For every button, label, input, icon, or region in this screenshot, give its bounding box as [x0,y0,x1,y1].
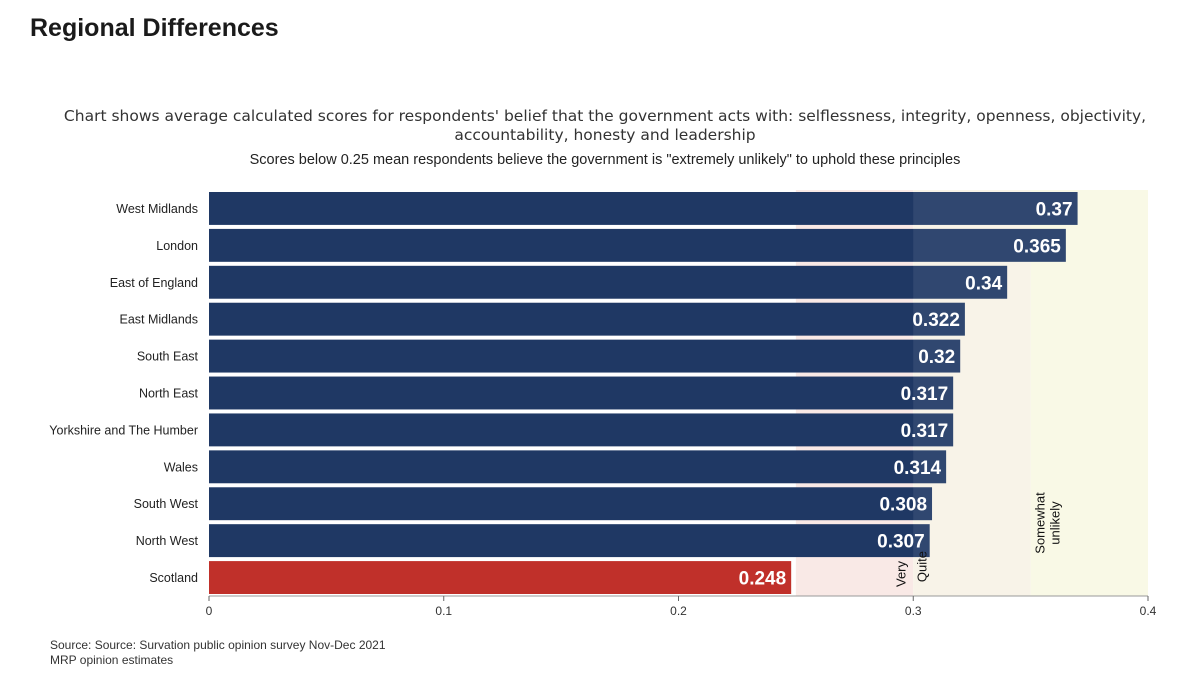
category-label: London [156,239,198,253]
value-label: 0.32 [918,347,955,368]
band-label-line: Somewhat [1033,492,1048,554]
page-title: Regional Differences [30,14,279,42]
bar-10 [209,561,792,594]
band-label-quite: Quite [914,551,929,582]
bar-highlight-3 [913,302,965,336]
value-label: 0.34 [965,273,1002,294]
value-label: 0.314 [894,458,942,479]
bar-3 [209,302,965,336]
category-label: East Midlands [119,313,198,327]
value-label: 0.317 [901,384,949,405]
bar-0 [209,192,1078,225]
bar-highlight-7 [913,450,947,484]
bar-5 [209,376,954,410]
chart-note: Scores below 0.25 mean respondents belie… [249,152,961,168]
bar-1 [209,228,1066,262]
x-tick-label: 0.4 [1140,604,1157,618]
category-label: Yorkshire and The Humber [49,423,198,437]
x-tick-label: 0.1 [435,604,452,618]
chart-subtitle: Chart shows average calculated scores fo… [63,107,1147,144]
value-label: 0.317 [901,421,949,442]
value-label: 0.365 [1013,236,1061,257]
bar-highlight-5 [913,376,954,410]
category-label: South East [137,350,199,364]
bar-chart: West Midlands 0.37 London 0.365 East of Engl… [49,190,1157,618]
value-label: 0.308 [879,495,927,516]
bar-highlight-6 [913,413,954,447]
x-tick-label: 0.3 [905,604,922,618]
bar-highlight-1 [913,228,1066,262]
bar-highlight-2 [913,265,1008,299]
category-label: South West [134,497,199,511]
bar-highlight-0 [913,192,1078,225]
value-label: 0.248 [739,569,787,590]
bar-highlight-4 [913,339,961,373]
value-label: 0.37 [1036,199,1073,220]
bar-highlight-9 [913,524,930,558]
value-label: 0.322 [912,310,960,331]
bar-highlight-8 [913,487,933,521]
source-method-line: MRP opinion estimates [50,653,174,667]
x-tick-label: 0.2 [670,604,687,618]
category-label: North East [139,387,199,401]
bar-7 [209,450,947,484]
source-line: Source: Source: Survation public opinion… [50,638,386,652]
band-label-somewhat-unlikely: Somewhatunlikely [1033,492,1063,554]
category-label: Wales [164,460,198,474]
band-label-line: unlikely [1048,501,1063,545]
x-tick-label: 0 [206,604,213,618]
band-label-very: Very [893,561,908,588]
category-label: East of England [110,276,198,290]
bar-8 [209,487,933,521]
bar-9 [209,524,930,558]
bar-2 [209,265,1008,299]
value-label: 0.307 [877,532,925,553]
bar-4 [209,339,961,373]
bar-6 [209,413,954,447]
category-label: North West [136,534,199,548]
category-label: West Midlands [116,202,198,216]
source-note: Source: Source: Survation public opinion… [50,638,386,668]
category-label: Scotland [149,571,198,585]
